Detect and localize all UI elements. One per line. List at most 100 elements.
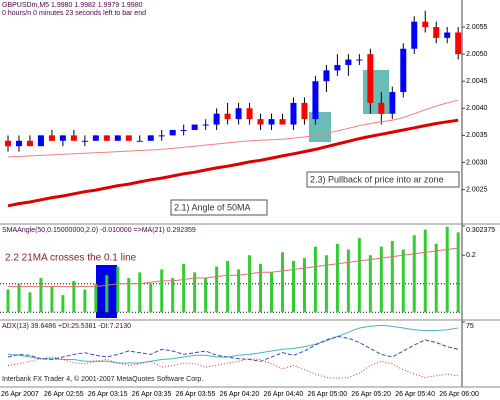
bar	[368, 255, 372, 313]
bar	[50, 286, 54, 313]
bar	[6, 289, 10, 313]
candle-body	[246, 108, 253, 120]
bar	[401, 249, 405, 313]
panel-title: SMAAngle(50,0.15000000,2.0) -0.010000 =>…	[2, 227, 196, 234]
candle-body	[125, 135, 132, 141]
bar	[226, 260, 230, 313]
bar	[237, 269, 241, 313]
candle-body	[224, 113, 231, 120]
candle-body	[70, 135, 77, 141]
annotation: 2.2 21MA crosses the 0.1 line	[5, 253, 137, 264]
y-tick-label: 2.0030	[466, 159, 488, 166]
candle-body	[169, 129, 176, 136]
pullback-zone	[363, 70, 389, 114]
candle-body	[323, 70, 330, 82]
candle-body	[290, 102, 297, 125]
bar	[17, 283, 21, 313]
plot-area: 2.0055 2.0050 2.0045 2.0040 2.0035 2.0030 2.00…	[0, 10, 495, 398]
candle-body	[15, 140, 22, 147]
candle-body	[268, 119, 275, 125]
bar	[171, 278, 175, 313]
bar	[83, 289, 87, 313]
chart-subtitle: 0 hours/n 0 minutes 23 seconds left to b…	[2, 10, 146, 17]
bar	[324, 255, 328, 313]
candle-body	[312, 81, 319, 120]
candle-body	[136, 140, 143, 142]
candle-body	[5, 140, 11, 147]
candle-body	[81, 140, 88, 142]
annotation: 2.1) Angle of 50MA	[174, 202, 251, 212]
bar	[270, 272, 274, 313]
indicator-line	[7, 335, 459, 362]
candle-body	[37, 135, 44, 147]
x-tick-label: 26 Apr 05:40	[395, 391, 435, 398]
x-tick-label: 26 Apr 05:00	[307, 391, 347, 398]
indicator-line	[7, 324, 459, 364]
bar	[357, 238, 361, 313]
annotation-box	[306, 171, 460, 188]
moving-average	[8, 247, 459, 288]
candle-body	[235, 108, 242, 120]
bar	[423, 229, 427, 313]
moving-average	[7, 99, 459, 158]
candle-body	[389, 92, 396, 114]
x-tick-label: 26 Apr 03:35	[132, 391, 172, 398]
candle-body	[147, 135, 154, 141]
x-tick-label: 26 Apr 06:00	[439, 391, 479, 398]
x-tick-label: 26 Apr 04:40	[264, 391, 304, 398]
candle-body	[180, 129, 187, 131]
candle-body	[356, 59, 363, 61]
bar	[302, 258, 306, 313]
bar	[72, 280, 76, 313]
bar	[138, 272, 142, 313]
y-tick-label: 0.2	[466, 252, 476, 259]
bar	[291, 260, 295, 313]
y-tick-label: 75	[466, 323, 474, 330]
bar	[379, 246, 383, 313]
candle-body	[48, 135, 55, 141]
bar	[346, 249, 350, 313]
bar	[215, 266, 219, 313]
candle-body	[433, 27, 440, 38]
candle-body	[92, 135, 99, 141]
moving-average	[7, 118, 459, 208]
bar	[149, 283, 153, 313]
candle-body	[367, 54, 374, 103]
candle-body	[422, 21, 429, 28]
x-tick-label: 26 Apr 03:15	[88, 391, 128, 398]
y-tick-label: 2.0045	[466, 78, 488, 85]
x-tick-label: 26 Apr 03:55	[176, 391, 216, 398]
x-tick-label: 26 Apr 04:20	[220, 391, 260, 398]
bar	[39, 278, 43, 313]
candle-body	[378, 102, 385, 114]
candle-body	[279, 119, 286, 125]
chart-title: GBPUSDm,M5 1.9980 1.9982 1.9979 1.9980	[2, 2, 143, 9]
candle-body	[191, 124, 198, 130]
candle-body	[202, 124, 209, 126]
candle-body	[301, 102, 308, 120]
candle-body	[26, 140, 33, 147]
bar	[127, 278, 131, 313]
bar	[61, 295, 65, 313]
y-tick-label: 2.0055	[466, 24, 488, 31]
annotation: 2.3) Pullback of price into ar zone	[310, 174, 444, 184]
bar	[335, 243, 339, 313]
bar	[105, 275, 109, 313]
bar	[160, 269, 164, 313]
bar	[94, 283, 98, 313]
candle-body	[257, 119, 264, 125]
bar	[204, 278, 208, 313]
pullback-zone	[309, 112, 331, 142]
candle-body	[114, 135, 121, 141]
bar	[445, 226, 449, 313]
candle-body	[158, 135, 165, 137]
candle-body	[455, 32, 462, 55]
bar	[193, 272, 197, 313]
candle-body	[213, 113, 220, 125]
bar	[182, 263, 186, 313]
bar	[259, 263, 263, 313]
bar	[248, 255, 252, 313]
candle-body	[400, 48, 407, 93]
y-tick-label: 2.0025	[466, 186, 488, 193]
y-tick-label: 2.0050	[466, 51, 488, 58]
